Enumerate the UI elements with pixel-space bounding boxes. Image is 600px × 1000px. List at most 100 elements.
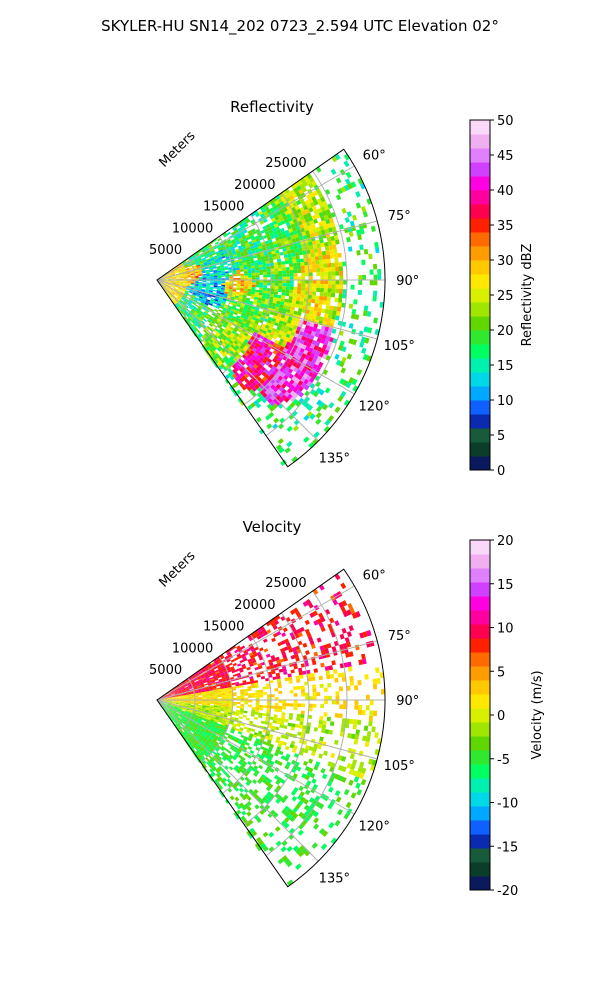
velocity-echo-cell: [255, 692, 260, 696]
reflectivity-echo-cell: [337, 302, 342, 308]
reflectivity-echo-cell: [309, 232, 315, 238]
reflectivity-echo-cell: [255, 284, 260, 288]
reflectivity-echo-cell: [301, 335, 306, 341]
velocity-echo-cell: [240, 704, 245, 707]
velocity-echo-cell: [329, 673, 335, 679]
reflectivity-echo-cell: [188, 256, 193, 260]
velocity-echo-cell: [311, 778, 317, 784]
reflectivity-echo-cell: [248, 352, 254, 357]
reflectivity-echo-cell: [309, 249, 315, 254]
reflectivity-echo-cell: [238, 309, 243, 313]
velocity-echo-cell: [220, 655, 225, 660]
reflectivity-echo-cell: [178, 305, 182, 310]
reflectivity-echo-cell: [179, 280, 184, 282]
velocity-echo-cell: [239, 710, 244, 713]
reflectivity-echo-cell: [278, 235, 284, 240]
reflectivity-echo-cell: [292, 296, 297, 301]
velocity-echo-cell: [362, 658, 367, 665]
velocity-echo-cell: [178, 691, 183, 693]
colorbar-tick-label: 20: [497, 324, 514, 339]
velocity-echo-cell: [190, 691, 195, 694]
velocity-echo-cell: [217, 730, 222, 734]
reflectivity-echo-cell: [209, 270, 214, 273]
reflectivity-echo-cell: [206, 277, 211, 279]
reflectivity-echo-cell: [258, 290, 263, 293]
reflectivity-echo-cell: [202, 312, 207, 317]
velocity-echo-cell: [231, 712, 236, 716]
reflectivity-echo-cell: [316, 356, 323, 362]
velocity-echo-cell: [320, 616, 326, 623]
reflectivity-echo-cell: [270, 330, 276, 336]
velocity-echo-cell: [350, 764, 356, 771]
velocity-echo-cell: [225, 696, 230, 699]
reflectivity-echo-cell: [259, 356, 265, 362]
reflectivity-echo-cell: [296, 369, 302, 375]
velocity-echo-cell: [247, 727, 252, 731]
velocity-echo-cell: [236, 724, 241, 728]
reflectivity-echo-cell: [306, 380, 313, 387]
velocity-echo-cell: [213, 694, 218, 696]
radial-tick-label: 5000: [149, 243, 182, 258]
reflectivity-echo-cell: [324, 387, 331, 394]
velocity-echo-cell: [266, 730, 271, 735]
reflectivity-echo-cell: [233, 301, 238, 305]
velocity-echo-cell: [235, 668, 240, 672]
velocity-echo-cell: [190, 723, 195, 728]
reflectivity-echo-cell: [180, 291, 185, 295]
velocity-echo-cell: [250, 713, 255, 717]
velocity-echo-cell: [275, 749, 280, 754]
colorbar-swatch: [470, 218, 490, 233]
velocity-echo-cell: [219, 733, 225, 738]
reflectivity-echo-cell: [209, 240, 214, 245]
reflectivity-echo-cell: [188, 321, 193, 326]
velocity-echo-cell: [203, 714, 208, 717]
reflectivity-echo-cell: [264, 373, 270, 380]
reflectivity-echo-cell: [286, 213, 292, 219]
velocity-echo-cell: [195, 714, 200, 718]
reflectivity-echo-cell: [331, 314, 336, 320]
reflectivity-echo-cell: [301, 287, 306, 291]
reflectivity-echo-cell: [308, 264, 313, 269]
reflectivity-echo-cell: [252, 241, 258, 246]
reflectivity-echo-cell: [200, 321, 204, 326]
velocity-echo-cell: [181, 710, 185, 713]
reflectivity-echo-cell: [316, 287, 321, 292]
velocity-echo-cell: [258, 764, 264, 770]
reflectivity-echo-cell: [224, 291, 229, 295]
velocity-echo-cell: [210, 679, 215, 683]
reflectivity-echo-cell: [343, 399, 350, 407]
reflectivity-echo-cell: [275, 378, 281, 384]
reflectivity-echo-cell: [227, 263, 232, 266]
reflectivity-echo-cell: [274, 271, 279, 275]
reflectivity-echo-cell: [225, 254, 230, 258]
velocity-echo-cell: [272, 617, 278, 623]
velocity-echo-cell: [251, 659, 257, 664]
reflectivity-echo-cell: [289, 396, 296, 403]
reflectivity-echo-cell: [306, 233, 311, 239]
velocity-echo-cell: [232, 748, 238, 753]
reflectivity-echo-cell: [278, 330, 284, 336]
velocity-echo-cell: [298, 724, 304, 729]
velocity-echo-cell: [194, 672, 199, 676]
reflectivity-echo-cell: [284, 298, 289, 303]
velocity-echo-cell: [216, 687, 221, 690]
velocity-echo-cell: [253, 630, 259, 635]
velocity-echo-cell: [267, 697, 271, 700]
reflectivity-echo-cell: [239, 372, 245, 378]
velocity-echo-cell: [201, 668, 206, 672]
reflectivity-echo-cell: [262, 266, 267, 270]
reflectivity-echo-cell: [259, 285, 264, 288]
velocity-echo-cell: [167, 703, 172, 706]
reflectivity-echo-cell: [256, 302, 261, 306]
reflectivity-echo-cell: [288, 194, 295, 201]
reflectivity-echo-cell: [264, 348, 270, 354]
reflectivity-echo-cell: [341, 356, 347, 363]
velocity-echo-cell: [263, 648, 269, 653]
velocity-echo-cell: [217, 657, 222, 662]
reflectivity-echo-cell: [192, 265, 197, 269]
reflectivity-echo-cell: [206, 274, 211, 277]
velocity-echo-cell: [183, 698, 188, 700]
velocity-echo-cell: [194, 716, 199, 720]
reflectivity-echo-cell: [171, 273, 175, 275]
velocity-echo-cell: [343, 812, 350, 820]
